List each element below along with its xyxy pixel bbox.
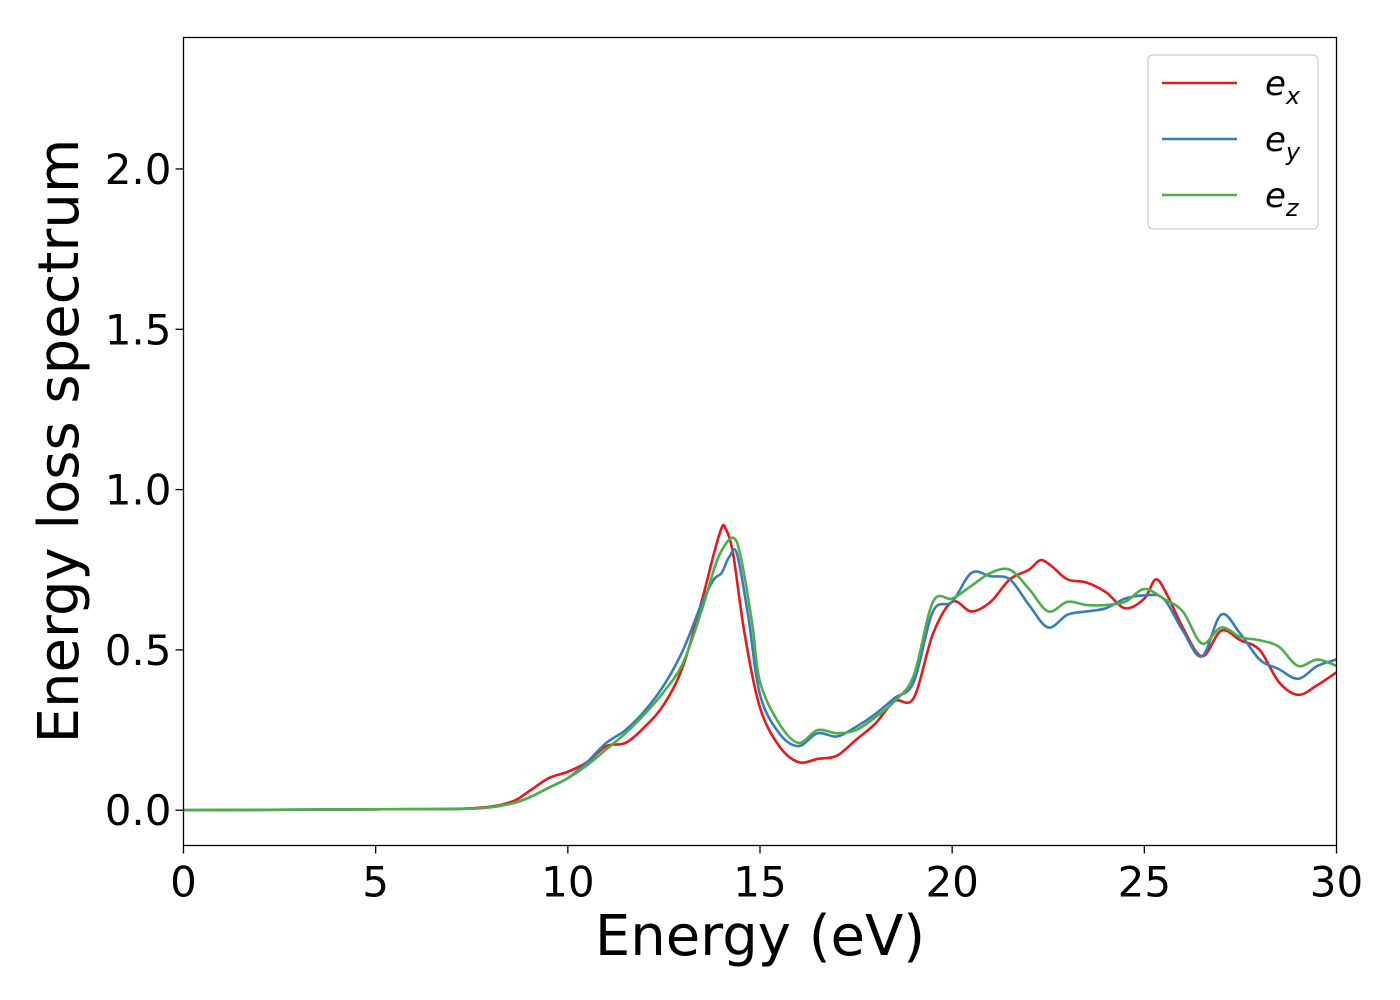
- legend-box: [1147, 54, 1319, 230]
- x-tick-label: 0: [170, 858, 197, 907]
- y-tick-label: 1.0: [105, 466, 172, 515]
- x-tick-label: 25: [1118, 858, 1171, 907]
- x-tick-label: 5: [362, 858, 389, 907]
- x-axis: 0 5 10 15 20 25 30: [170, 845, 1363, 907]
- y-axis: 0.0 0.5 1.0 1.5 2.0: [105, 145, 184, 835]
- x-tick-label: 15: [733, 858, 786, 907]
- y-tick-label: 2.0: [105, 145, 172, 194]
- legend-label-x: ex: [1265, 64, 1301, 110]
- legend-label-y: ey: [1265, 120, 1301, 166]
- legend: ex ey ez: [1147, 54, 1319, 230]
- series-line-x: [183, 523, 1337, 812]
- series-line-z: [183, 536, 1337, 812]
- y-axis-label: Energy loss spectrum: [27, 139, 92, 744]
- x-tick-label: 10: [541, 858, 594, 907]
- x-axis-label: Energy (eV): [595, 904, 925, 969]
- x-tick-label: 20: [925, 858, 978, 907]
- y-tick-label: 0.5: [105, 626, 172, 675]
- y-tick-label: 1.5: [105, 305, 172, 354]
- series-layer: [183, 523, 1337, 812]
- legend-label-z: ez: [1265, 176, 1300, 222]
- x-tick-label: 30: [1310, 858, 1363, 907]
- series-line-y: [183, 548, 1337, 812]
- y-tick-label: 0.0: [105, 786, 172, 835]
